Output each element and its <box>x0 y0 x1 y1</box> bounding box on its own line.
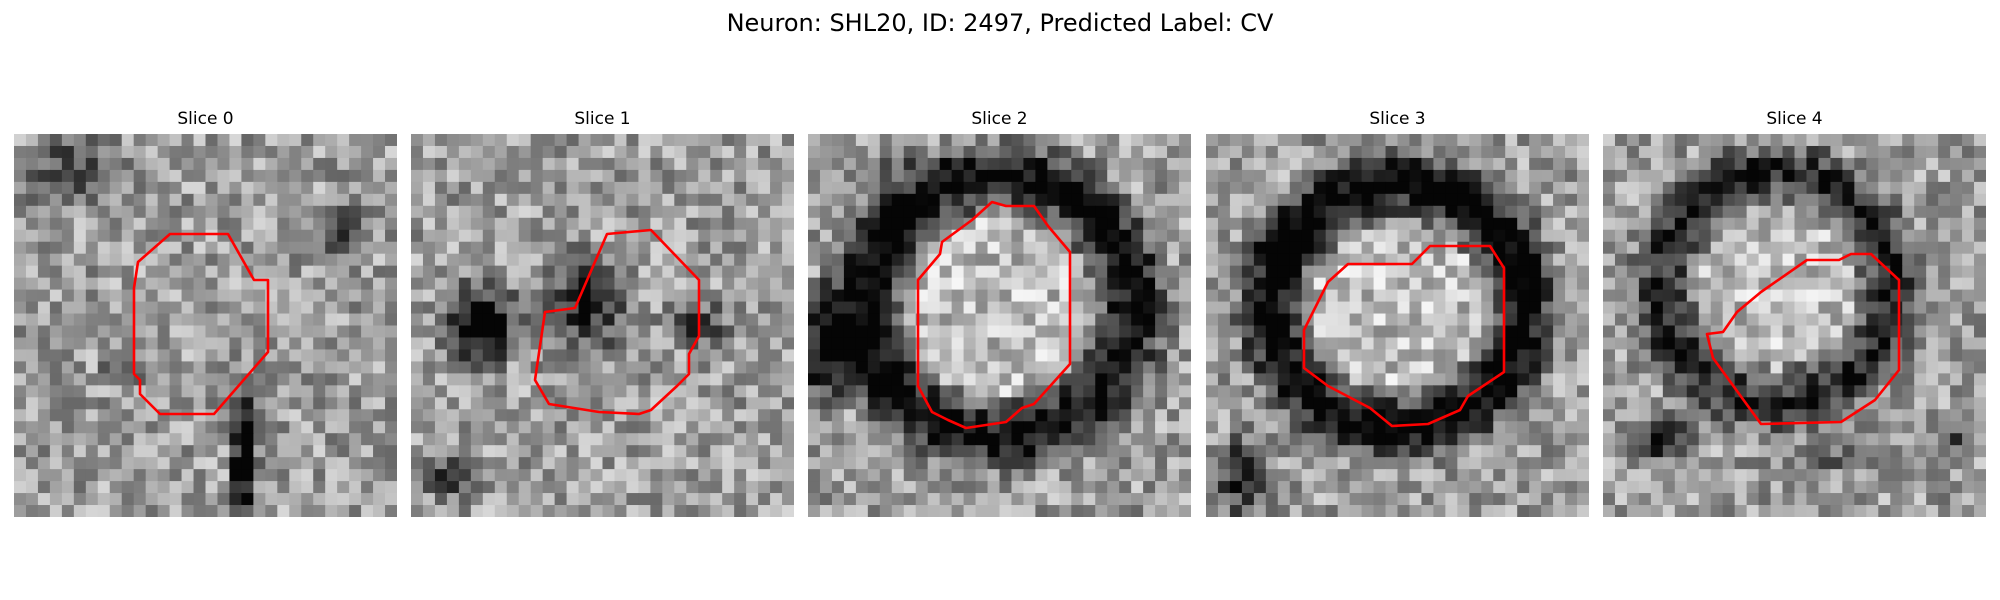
segmentation-contour <box>916 200 1072 430</box>
pixel-grid <box>1603 134 1986 517</box>
slice-image-svg <box>411 134 794 517</box>
slice-title: Slice 4 <box>1766 109 1823 129</box>
pixel-grid <box>411 134 794 517</box>
slice-image <box>1206 134 1589 517</box>
segmentation-contour <box>533 228 701 416</box>
slice-image <box>14 134 397 517</box>
slice-title: Slice 1 <box>574 109 631 129</box>
pixel-grid <box>14 134 397 517</box>
slice-image-svg <box>14 134 397 517</box>
slice-image <box>1603 134 1986 517</box>
slice-image-svg <box>1603 134 1986 517</box>
slice-title: Slice 3 <box>1369 109 1426 129</box>
segmentation-contour <box>1705 252 1901 426</box>
figure-title: Neuron: SHL20, ID: 2497, Predicted Label… <box>726 9 1274 37</box>
slice-image <box>808 134 1191 517</box>
segmentation-contour <box>132 232 270 416</box>
slice-title: Slice 0 <box>177 109 234 129</box>
pixel-grid <box>1206 134 1589 517</box>
slice-image-svg <box>1206 134 1589 517</box>
slice-image-svg <box>808 134 1191 517</box>
pixel-grid <box>808 134 1191 517</box>
slice-title: Slice 2 <box>971 109 1028 129</box>
segmentation-contour <box>1302 244 1506 428</box>
slice-image <box>411 134 794 517</box>
